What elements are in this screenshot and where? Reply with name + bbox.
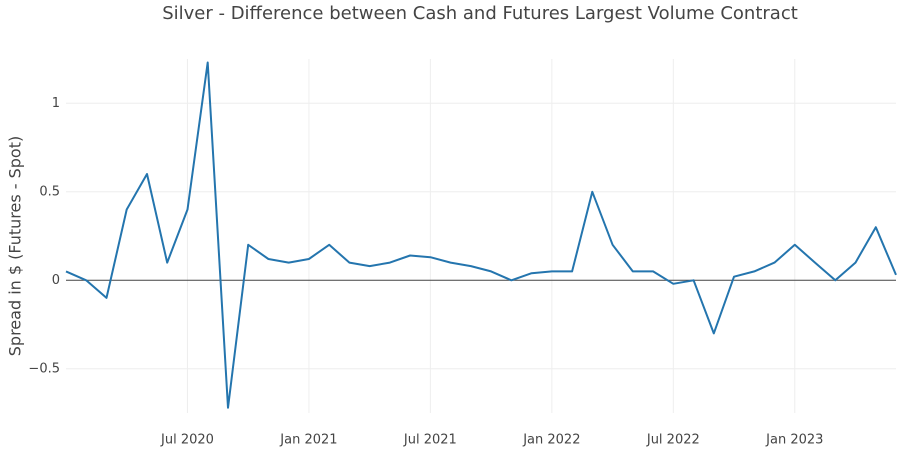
y-tick-label: −0.5 [28, 361, 60, 376]
y-tick-label: 1 [52, 96, 60, 111]
x-tick-label: Jul 2022 [646, 433, 700, 448]
y-tick-label: 0 [52, 273, 60, 288]
x-tick-label: Jul 2020 [160, 433, 214, 448]
y-tick-label: 0.5 [39, 184, 60, 199]
data-line [65, 61, 897, 409]
x-tick-label: Jan 2023 [765, 433, 823, 448]
y-axis-label: Spread in $ (Futures - Spot) [6, 136, 25, 356]
x-tick-label: Jul 2021 [403, 433, 457, 448]
x-tick-label: Jan 2022 [522, 433, 580, 448]
x-tick-label: Jan 2021 [279, 433, 337, 448]
chart-title: Silver - Difference between Cash and Fut… [162, 3, 798, 24]
